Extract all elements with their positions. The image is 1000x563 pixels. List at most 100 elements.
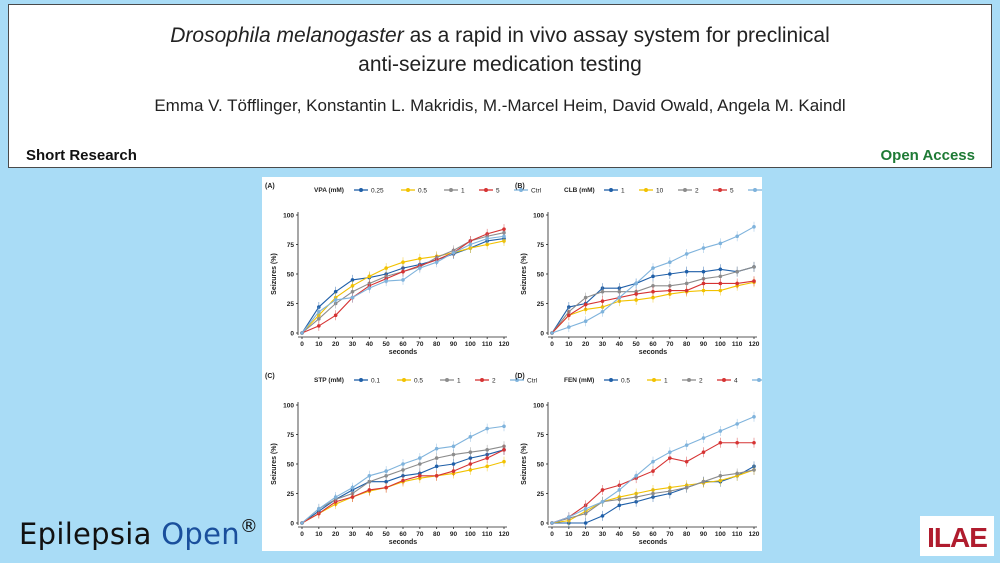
data-point xyxy=(583,521,588,525)
data-point xyxy=(651,469,655,473)
title-species: Drosophila melanogaster xyxy=(170,24,404,47)
legend-label: 0.5 xyxy=(414,378,423,385)
title-line1-rest: as a rapid in vivo assay system for prec… xyxy=(403,24,830,47)
data-point xyxy=(384,485,388,490)
data-point xyxy=(468,456,473,460)
x-tick-label: 10 xyxy=(565,531,573,538)
data-point xyxy=(550,521,554,525)
data-point xyxy=(600,309,605,314)
data-point xyxy=(485,456,489,460)
legend-swatch-marker xyxy=(359,378,363,382)
legend-swatch-marker xyxy=(402,378,406,382)
author-list: Emma V. Töfflinger, Konstantin L. Makrid… xyxy=(154,96,846,115)
y-tick-label: 0 xyxy=(540,330,544,337)
legend-swatch-marker xyxy=(644,188,648,192)
x-tick-label: 30 xyxy=(349,531,357,538)
legend-swatch-marker xyxy=(519,188,523,192)
x-tick-label: 80 xyxy=(433,341,441,348)
data-point xyxy=(583,295,588,300)
data-point xyxy=(434,474,439,478)
x-tick-label: 50 xyxy=(383,341,391,348)
data-point xyxy=(752,279,756,283)
y-tick-label: 75 xyxy=(537,432,545,439)
data-point xyxy=(701,281,706,286)
legend-swatch-marker xyxy=(445,378,449,382)
legend-title: CLB (mM) xyxy=(564,187,595,194)
y-tick-label: 0 xyxy=(290,330,294,337)
y-tick-label: 75 xyxy=(287,432,295,439)
data-point xyxy=(752,225,756,229)
data-point xyxy=(418,456,422,460)
legend-label: 2 xyxy=(699,378,703,385)
x-tick-label: 120 xyxy=(749,531,760,538)
y-tick-label: 0 xyxy=(540,520,544,527)
x-tick-label: 40 xyxy=(616,531,624,538)
data-point xyxy=(752,468,756,472)
data-point xyxy=(668,272,672,276)
y-tick-label: 25 xyxy=(537,491,545,498)
x-tick-label: 0 xyxy=(550,531,554,538)
article-type-label: Short Research xyxy=(26,147,137,164)
x-tick-label: 80 xyxy=(683,531,691,538)
x-tick-label: 60 xyxy=(399,341,407,348)
data-point xyxy=(401,278,405,282)
x-tick-label: 110 xyxy=(732,341,743,348)
legend-label: 0.5 xyxy=(621,378,630,385)
x-tick-label: 50 xyxy=(633,531,641,538)
x-tick-label: 60 xyxy=(399,531,407,538)
data-point xyxy=(485,236,489,241)
data-point xyxy=(567,313,571,318)
data-point xyxy=(502,424,506,429)
data-point xyxy=(634,474,638,478)
legend-swatch-marker xyxy=(687,378,691,382)
data-point xyxy=(701,479,706,484)
data-point xyxy=(367,479,372,484)
data-point xyxy=(752,415,756,419)
x-tick-label: 10 xyxy=(565,341,573,348)
data-point xyxy=(600,499,605,504)
data-point xyxy=(418,474,422,478)
x-tick-label: 30 xyxy=(349,341,357,348)
data-point xyxy=(583,507,588,511)
data-point xyxy=(600,488,605,492)
x-tick-label: 20 xyxy=(582,341,590,348)
data-point xyxy=(317,324,321,328)
figure-panel: (A) VPA (mM) 0.25 0.5 1 5 Ctrl 0 25 50 75 100 0 10 20 3… xyxy=(262,177,780,551)
legend-swatch-marker xyxy=(406,188,410,192)
data-point xyxy=(451,250,456,255)
data-point xyxy=(300,521,304,525)
y-tick-label: 25 xyxy=(537,301,545,308)
x-tick-label: 70 xyxy=(666,531,674,538)
x-axis-label: seconds xyxy=(639,539,668,546)
x-tick-label: 110 xyxy=(732,531,743,538)
data-point xyxy=(502,234,506,239)
data-point xyxy=(651,289,655,294)
data-point xyxy=(684,252,689,256)
x-tick-label: 60 xyxy=(649,341,657,348)
data-point xyxy=(701,436,706,440)
panel-label: (C) xyxy=(265,373,275,380)
y-tick-label: 50 xyxy=(537,461,545,468)
x-axis-label: seconds xyxy=(639,349,668,356)
data-point xyxy=(401,260,405,264)
data-point xyxy=(333,495,338,499)
data-point xyxy=(350,495,355,499)
x-tick-label: 20 xyxy=(332,531,340,538)
data-point xyxy=(502,227,506,231)
data-point xyxy=(485,242,489,247)
x-axis-label: seconds xyxy=(389,349,418,356)
x-tick-label: 100 xyxy=(715,531,726,538)
data-point xyxy=(317,317,321,321)
x-tick-label: 10 xyxy=(315,531,323,538)
data-point xyxy=(617,488,622,492)
x-tick-label: 0 xyxy=(300,531,304,538)
x-tick-label: 10 xyxy=(315,341,323,348)
legend-swatch-marker xyxy=(683,188,687,192)
legend-swatch-marker xyxy=(515,378,519,382)
y-tick-label: 100 xyxy=(533,402,544,409)
data-point xyxy=(651,284,655,288)
data-point xyxy=(651,274,655,279)
x-tick-label: 90 xyxy=(700,341,708,348)
data-point xyxy=(668,489,672,493)
legend-label: 1 xyxy=(457,378,461,385)
